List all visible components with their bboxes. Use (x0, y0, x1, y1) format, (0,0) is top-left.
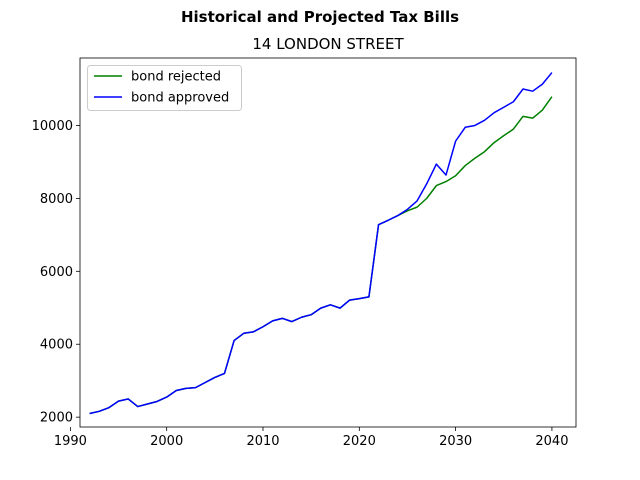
y-tick-label: 10000 (32, 119, 73, 134)
chart-title: Historical and Projected Tax Bills (181, 8, 459, 26)
x-tick-label: 2010 (246, 434, 279, 449)
x-tick-label: 2020 (343, 434, 376, 449)
y-tick-label: 8000 (40, 192, 73, 207)
axes: 1990 2000 2010 2020 2030 2040 2000 4000 6000 8000… (32, 57, 577, 449)
legend: bond rejected bond approved (87, 65, 242, 111)
x-tick-label: 2030 (439, 434, 472, 449)
x-tick-label: 2040 (535, 434, 568, 449)
plot-area (89, 72, 553, 415)
y-tick-label: 2000 (40, 411, 73, 426)
legend-box (87, 65, 242, 111)
legend-label: bond rejected (131, 70, 221, 85)
axes-frame (79, 57, 577, 428)
series-line-bond-approved (89, 72, 553, 415)
legend-label: bond approved (131, 91, 229, 106)
y-tick-label: 6000 (40, 265, 73, 280)
chart-subtitle: 14 LONDON STREET (252, 35, 404, 53)
x-tick-label: 1990 (54, 434, 87, 449)
x-tick-label: 2000 (150, 434, 183, 449)
y-tick-label: 4000 (40, 338, 73, 353)
